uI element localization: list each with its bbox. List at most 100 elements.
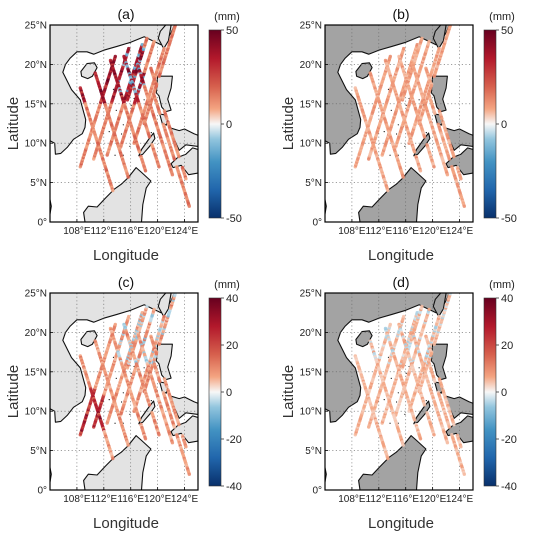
island — [397, 392, 399, 394]
island — [425, 400, 427, 402]
x-tick-label: 120°E — [419, 494, 447, 505]
track-point — [157, 433, 161, 437]
colorbar: (mm) 40 20 0 -20 -40 — [208, 279, 242, 493]
x-tick-label: 116°E — [392, 494, 419, 505]
colorbar-tick-label: 0 — [501, 119, 507, 131]
track-point — [173, 293, 177, 296]
track-point — [402, 46, 406, 51]
colorbar-gradient — [483, 297, 497, 487]
track-point — [432, 165, 436, 169]
island — [143, 367, 145, 369]
landmass — [50, 489, 65, 490]
track-point — [418, 437, 423, 441]
x-tick-label: 124°E — [446, 226, 474, 237]
landmass — [325, 489, 340, 490]
colorbar-unit: (mm) — [214, 11, 240, 23]
track-point — [126, 175, 130, 179]
y-tick-label: 5°N — [305, 446, 322, 457]
track-point — [143, 169, 148, 173]
track-point — [420, 304, 424, 309]
track-point — [433, 111, 437, 116]
x-tick-label: 116°E — [117, 494, 144, 505]
x-tick-label: 108°E — [338, 226, 366, 237]
colorbar-tick-label: 50 — [501, 25, 513, 37]
y-tick-label: 0° — [312, 486, 322, 497]
landmass — [138, 400, 156, 425]
island — [389, 154, 391, 156]
track-point — [440, 117, 444, 121]
map-panel-a: 25°N 20°N 15°N 10°N 5°N 0° 108°E 112°E 116°E 120°… — [5, 6, 242, 264]
island — [108, 130, 110, 133]
colorbar-gradient — [208, 29, 222, 219]
track-point — [432, 433, 436, 437]
landmass — [430, 343, 448, 381]
track-point — [137, 418, 142, 422]
landmass — [155, 343, 173, 381]
x-tick-label: 112°E — [91, 226, 118, 237]
x-tick-label: 124°E — [171, 494, 199, 505]
y-tick-label: 20°N — [300, 60, 322, 71]
colorbar-tick-label: 40 — [226, 293, 238, 305]
y-tick-label: 0° — [37, 218, 47, 229]
x-axis-label: Longitude — [368, 515, 434, 532]
track-point — [177, 422, 181, 427]
track-point — [420, 36, 424, 41]
colorbar-tick-label: 20 — [501, 340, 513, 352]
landmass — [50, 221, 65, 222]
colorbar-tick-label: -40 — [226, 481, 242, 493]
colorbar-tick-label: 40 — [501, 293, 513, 305]
x-axis-label: Longitude — [368, 247, 434, 264]
x-tick-label: 124°E — [171, 226, 199, 237]
y-tick-label: 15°N — [25, 367, 47, 378]
track-point — [386, 456, 390, 461]
island — [404, 413, 406, 415]
island — [390, 109, 392, 111]
landmass — [358, 167, 427, 222]
track-point — [147, 403, 152, 407]
y-tick-label: 20°N — [25, 328, 47, 339]
track-point — [402, 314, 406, 319]
landmass — [155, 75, 173, 113]
landmass — [325, 221, 340, 222]
track-point — [152, 307, 156, 312]
x-tick-label: 116°E — [392, 226, 419, 237]
track-point — [401, 175, 405, 179]
track-point — [459, 445, 463, 449]
land-layer — [325, 293, 473, 490]
track-points — [78, 293, 191, 476]
track-point — [173, 25, 177, 28]
y-axis-label: Latitude — [5, 97, 22, 150]
y-tick-label: 10°N — [25, 407, 47, 418]
y-axis-label: Latitude — [280, 97, 297, 150]
y-tick-label: 10°N — [300, 139, 322, 150]
landmass — [138, 132, 156, 157]
track-points — [78, 25, 191, 208]
colorbar-tick-label: 0 — [226, 119, 232, 131]
track-point — [145, 304, 149, 309]
track-point — [137, 150, 142, 154]
track-point — [177, 154, 181, 159]
land-layer — [50, 293, 198, 490]
map-frame — [49, 292, 199, 491]
y-tick-label: 5°N — [30, 178, 47, 189]
track-point — [157, 165, 161, 169]
colorbar-unit: (mm) — [489, 11, 515, 23]
island — [120, 133, 123, 135]
track-point — [127, 314, 131, 319]
track-point — [162, 314, 166, 319]
y-tick-label: 15°N — [300, 367, 322, 378]
landmass — [358, 435, 427, 490]
island — [395, 401, 398, 403]
track-point — [462, 204, 466, 208]
island — [114, 154, 116, 156]
y-tick-label: 0° — [312, 218, 322, 229]
island — [129, 145, 131, 147]
track-point — [152, 39, 156, 44]
track-point — [437, 314, 441, 319]
x-tick-label: 112°E — [366, 226, 393, 237]
track-point — [143, 437, 148, 441]
colorbar-gradient — [208, 297, 222, 487]
landmass — [413, 400, 431, 425]
island — [150, 400, 152, 402]
island — [120, 401, 123, 403]
